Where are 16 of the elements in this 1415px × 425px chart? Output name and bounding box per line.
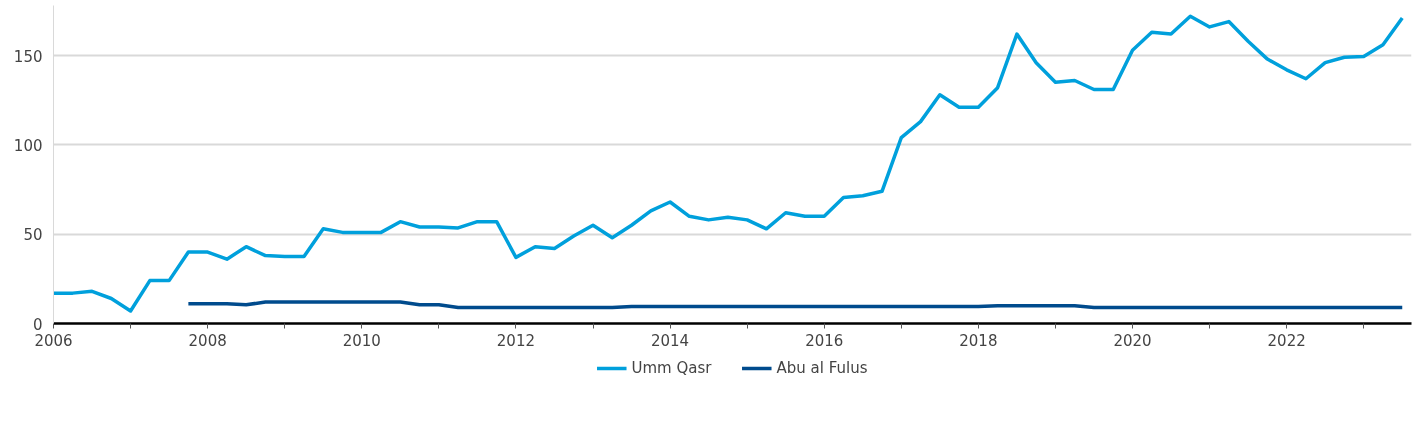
legend-label: Umm Qasr [631, 359, 712, 377]
x-tick-label: 2016 [805, 331, 844, 350]
x-tick-label: 2012 [496, 331, 536, 350]
x-tick-label: 2008 [188, 331, 227, 350]
legend-label: Abu al Fulus [776, 359, 868, 377]
x-tick-label: 2006 [34, 331, 73, 350]
x-tick-label: 2014 [650, 331, 690, 350]
y-tick-label: 50 [23, 226, 43, 245]
y-tick-label: 0 [32, 315, 43, 334]
x-tick-label: 2020 [1113, 331, 1152, 350]
y-tick-label: 100 [13, 136, 43, 155]
x-tick-label: 2022 [1267, 331, 1306, 350]
x-tick-label: 2018 [959, 331, 998, 350]
y-tick-label: 150 [13, 47, 43, 66]
x-tick-label: 2010 [342, 331, 381, 350]
line-series [53, 14, 1404, 313]
